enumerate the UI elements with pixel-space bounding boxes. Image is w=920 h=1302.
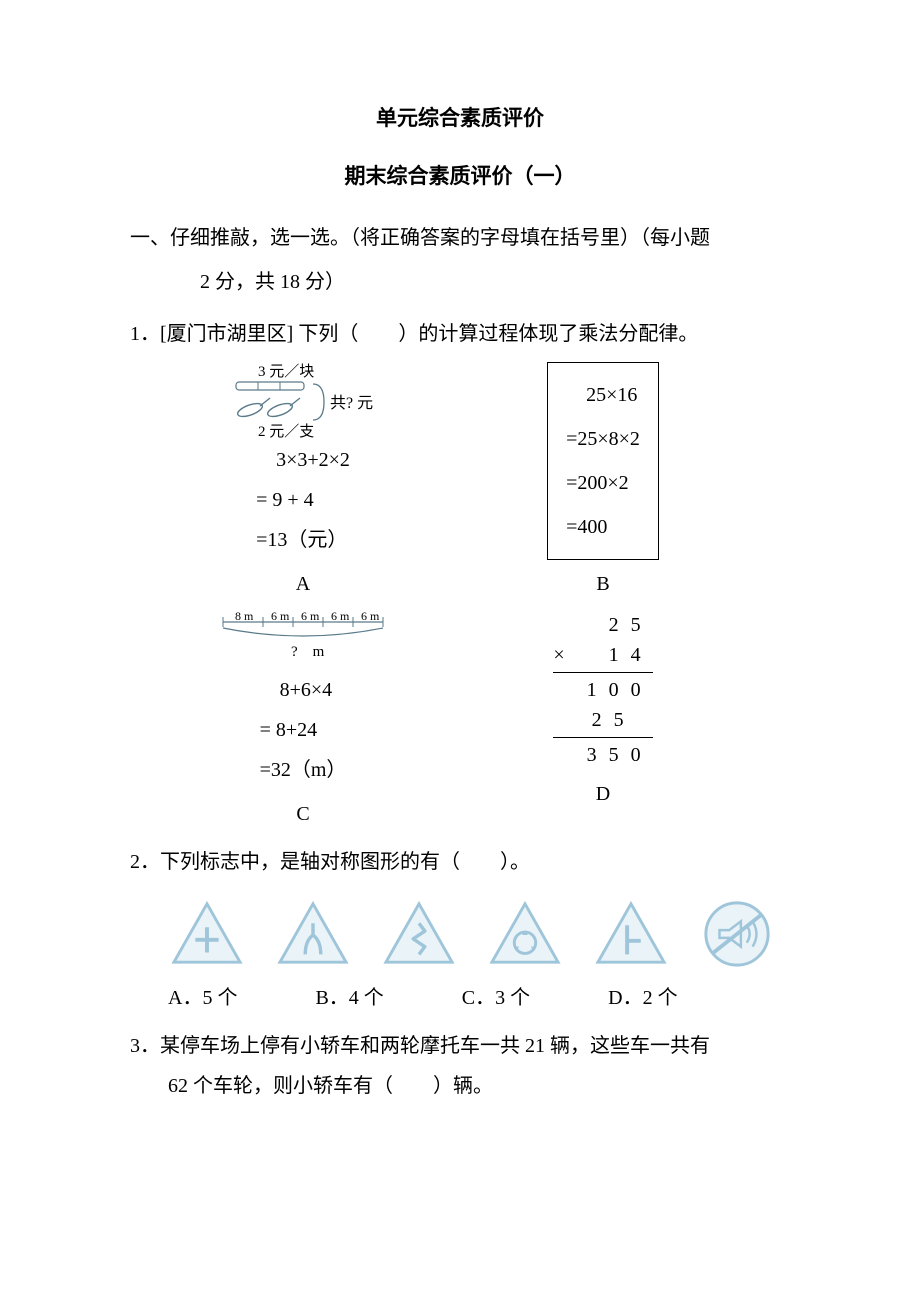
q1b-box: 25×16 =25×8×2 =200×2 =400 [547, 362, 659, 560]
price-label-1: 3 元／块 [258, 363, 314, 380]
q1b-letter: B [596, 566, 609, 602]
q1-row-ab: 3 元／块 2 元／支 共? 元 3×3+2×2 = 9 + 4 =13（元） … [168, 362, 790, 602]
total-label: 共? 元 [330, 394, 373, 412]
sub-title: 期末综合素质评价（一） [130, 158, 790, 196]
q1c-line-2: =32（m） [260, 750, 347, 790]
q1c-figure: 8 m 6 m 6 m 6 m 6 m ? m [213, 610, 393, 670]
q1a-line-1: = 9 + 4 [256, 480, 350, 520]
q1a-letter: A [296, 566, 310, 602]
q1-option-c: 8 m 6 m 6 m 6 m 6 m ? m 8+6×4 = 8+24 =32… [168, 610, 438, 832]
q1a-line-0: 3×3+2×2 [256, 440, 350, 480]
svg-text:6 m: 6 m [361, 610, 380, 623]
q1b-line-0: 25×16 [566, 373, 640, 417]
q2-opt-c: C．3 个 [462, 980, 530, 1016]
q1c-letter: C [296, 796, 309, 832]
question-1: 1．[厦门市湖里区] 下列（ ）的计算过程体现了乘法分配律。 [130, 314, 790, 354]
q1d-r4: 25 [553, 705, 652, 735]
svg-text:6 m: 6 m [331, 610, 350, 623]
q1d-vertical-multiplication: 25 × 14 100 25 350 [553, 610, 652, 770]
price-label-2: 2 元／支 [258, 423, 314, 440]
q1d-letter: D [596, 776, 610, 812]
q1c-calc: 8+6×4 = 8+24 =32（m） [260, 670, 347, 790]
q1-option-a: 3 元／块 2 元／支 共? 元 3×3+2×2 = 9 + 4 =13（元） … [168, 362, 438, 602]
q2-signs-row [168, 898, 790, 970]
main-title: 单元综合素质评价 [130, 100, 790, 138]
q1c-line-1: = 8+24 [260, 710, 347, 750]
svg-text:? m: ? m [291, 644, 325, 660]
sign-3-zigzag [380, 898, 458, 970]
sign-4-roundabout [486, 898, 564, 970]
q1b-line-1: =25×8×2 [566, 417, 640, 461]
q2-options: A．5 个 B．4 个 C．3 个 D．2 个 [168, 980, 790, 1016]
q1-option-d: 25 × 14 100 25 350 D [468, 610, 738, 832]
q2-opt-d: D．2 个 [608, 980, 677, 1016]
sign-2-merge [274, 898, 352, 970]
q1d-rule-2 [553, 737, 652, 738]
question-3-line2: 62 个车轮，则小轿车有（ ）辆。 [130, 1066, 790, 1106]
question-2: 2．下列标志中，是轴对称图形的有（ ）。 [130, 842, 790, 882]
q1a-figure: 3 元／块 2 元／支 共? 元 [218, 362, 388, 440]
q1c-line-0: 8+6×4 [260, 670, 347, 710]
sign-1-cross [168, 898, 246, 970]
sign-6-no-horn [698, 898, 776, 970]
q1-row-cd: 8 m 6 m 6 m 6 m 6 m ? m 8+6×4 = 8+24 =32… [168, 610, 790, 832]
q1d-r1: 25 [553, 610, 652, 640]
section-1-heading-cont: 2 分，共 18 分） [130, 260, 790, 304]
q2-opt-b: B．4 个 [315, 980, 383, 1016]
q1b-line-2: =200×2 [566, 461, 640, 505]
q1d-r5: 350 [553, 740, 652, 770]
svg-text:6 m: 6 m [271, 610, 290, 623]
svg-text:6 m: 6 m [301, 610, 320, 623]
q1b-line-3: =400 [566, 505, 640, 549]
sign-5-side-road [592, 898, 670, 970]
svg-text:8 m: 8 m [235, 610, 254, 623]
section-1-heading: 一、仔细推敲，选一选。（将正确答案的字母填在括号里）（每小题 [130, 216, 790, 260]
q1d-rule-1 [553, 672, 652, 673]
q2-opt-a: A．5 个 [168, 980, 237, 1016]
q1a-line-2: =13（元） [256, 520, 350, 560]
q1-option-b: 25×16 =25×8×2 =200×2 =400 B [468, 362, 738, 602]
q1a-calc: 3×3+2×2 = 9 + 4 =13（元） [256, 440, 350, 560]
question-3-line1: 3．某停车场上停有小轿车和两轮摩托车一共 21 辆，这些车一共有 [130, 1026, 790, 1066]
q1d-r3: 100 [553, 675, 652, 705]
q1d-r2: × 14 [553, 640, 652, 670]
